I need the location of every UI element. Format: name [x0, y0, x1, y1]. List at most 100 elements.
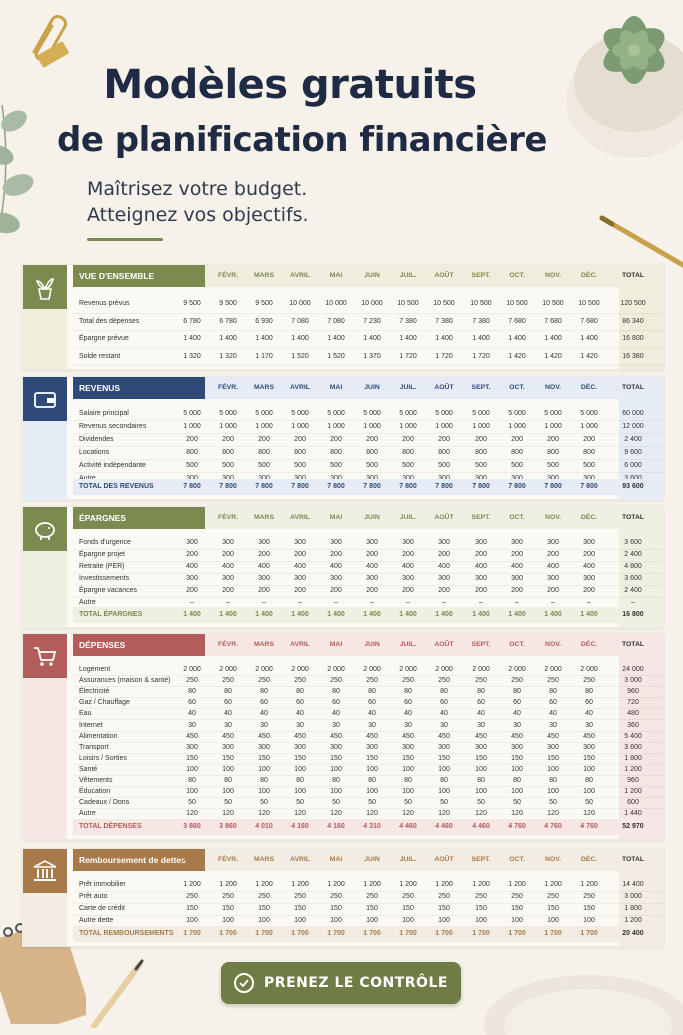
- cell-value: 450: [402, 732, 414, 740]
- cell-value: 1 000: [291, 423, 309, 430]
- cell-value: 1 370: [363, 352, 381, 360]
- cell-value: 1 400: [435, 335, 453, 342]
- cell-value: 10 500: [397, 300, 419, 307]
- cell-value: 250: [294, 893, 306, 900]
- cell-value: 800: [511, 449, 523, 456]
- cell-value: 250: [438, 677, 450, 685]
- cell-value: 1 000: [219, 423, 237, 430]
- cell-value: 300: [294, 575, 306, 582]
- grand-total: 20 400: [622, 930, 644, 937]
- total-row-label: TOTAL DÉPENSES: [79, 823, 142, 830]
- cell-value: 500: [366, 462, 378, 469]
- cell-value: 150: [511, 754, 523, 762]
- month-header: FÉVR.: [217, 384, 238, 391]
- cell-value: 80: [188, 777, 196, 784]
- cell-value: 100: [222, 788, 234, 796]
- row-label: Santé: [79, 765, 98, 773]
- cell-value: 250: [547, 677, 559, 685]
- total-row-label: TOTAL DES REVENUS: [79, 483, 154, 490]
- cell-value: 250: [222, 677, 234, 685]
- cell-value: 10 000: [361, 300, 383, 307]
- cell-value: 300: [583, 575, 595, 582]
- grand-total: 93 600: [622, 483, 644, 490]
- cell-value: 200: [475, 436, 487, 443]
- cell-value: 200: [438, 436, 450, 443]
- cell-value: 150: [294, 905, 306, 912]
- cell-value: 250: [475, 893, 487, 900]
- cell-value: 150: [258, 905, 270, 912]
- cell-value: 50: [368, 799, 376, 807]
- cell-value: 80: [549, 777, 557, 784]
- cell-value: 60: [440, 699, 448, 707]
- cell-value: 800: [438, 449, 450, 456]
- cell-value: 7 380: [435, 317, 453, 325]
- cell-value: 100: [511, 788, 523, 796]
- cell-value: 400: [294, 563, 306, 570]
- row-label: Autre dette: [79, 917, 114, 924]
- cell-value: 9 500: [219, 300, 237, 307]
- total-cell-value: 1 400: [363, 611, 381, 618]
- cell-value: 150: [547, 754, 559, 762]
- cell-value: 5 000: [219, 410, 237, 417]
- cell-value: 1 400: [399, 335, 417, 342]
- row-label: Dividendes: [79, 436, 114, 443]
- cell-value: 80: [404, 777, 412, 784]
- total-cell-value: 1 400: [580, 611, 598, 618]
- row-total: 120 500: [620, 300, 646, 307]
- cell-value: 200: [547, 436, 559, 443]
- cell-value: 7 230: [363, 317, 381, 325]
- cell-value: 300: [330, 743, 342, 751]
- cell-value: 2 000: [327, 666, 345, 673]
- cell-value: 9 500: [255, 300, 273, 307]
- cell-value: 500: [222, 462, 234, 469]
- cell-value: 2 000: [219, 666, 237, 673]
- cell-value: 400: [366, 563, 378, 570]
- cell-value: 5 000: [508, 410, 526, 417]
- cell-value: 800: [294, 449, 306, 456]
- cell-value: 200: [438, 587, 450, 594]
- eucalyptus-leaves-icon: [0, 104, 34, 234]
- cell-value: 500: [258, 462, 270, 469]
- total-cell-value: 7 800: [183, 483, 201, 490]
- total-cell-value: 7 800: [580, 483, 598, 490]
- cell-value: 50: [513, 799, 521, 807]
- row-label: Alimentation: [79, 732, 118, 740]
- cell-value: 10 500: [433, 300, 455, 307]
- cell-value: 100: [294, 765, 306, 773]
- section-title: Remboursement de dettes: [73, 849, 205, 871]
- month-header: JANV.: [182, 641, 202, 648]
- cell-value: 6 780: [183, 317, 201, 325]
- row-total: 360: [627, 721, 639, 729]
- table-row: Assurances (maison & santé) 250 250 250 250 2…: [73, 675, 663, 688]
- row-total: 960: [627, 777, 639, 784]
- cell-value: 30: [368, 721, 376, 729]
- cell-value: 1 200: [472, 881, 490, 888]
- table-row: Total des dépenses 6 780 6 780 6 930 7 080 7 …: [73, 313, 663, 331]
- cell-value: 1 000: [255, 423, 273, 430]
- cell-value: 300: [186, 539, 198, 546]
- cell-value: 450: [475, 732, 487, 740]
- cell-value: 400: [583, 563, 595, 570]
- cell-value: 40: [440, 710, 448, 718]
- cell-value: 300: [511, 539, 523, 546]
- cell-value: 7 680: [580, 317, 598, 325]
- month-header: JUIL.: [399, 641, 417, 648]
- cell-value: 30: [224, 721, 232, 729]
- take-control-button[interactable]: PRENEZ LE CONTRÔLE: [221, 962, 461, 1004]
- cell-value: 5 000: [291, 410, 309, 417]
- total-header: TOTAL: [621, 384, 645, 391]
- cell-value: 500: [186, 462, 198, 469]
- cell-value: 400: [222, 563, 234, 570]
- cell-value: 50: [549, 799, 557, 807]
- cell-value: 7 380: [472, 317, 490, 325]
- month-header: AVRIL: [290, 384, 310, 391]
- cell-value: –: [406, 599, 410, 606]
- month-header: MARS: [253, 856, 274, 863]
- row-total: 1 200: [624, 917, 642, 924]
- month-header: NOV.: [545, 272, 561, 279]
- cell-value: 150: [330, 905, 342, 912]
- row-total: 600: [627, 799, 639, 807]
- table-row: Cadeaux / Dons 50 50 50 50 50 50 50 50 50 50 50 50 60…: [73, 797, 663, 810]
- cell-value: 250: [511, 893, 523, 900]
- cell-value: 30: [477, 721, 485, 729]
